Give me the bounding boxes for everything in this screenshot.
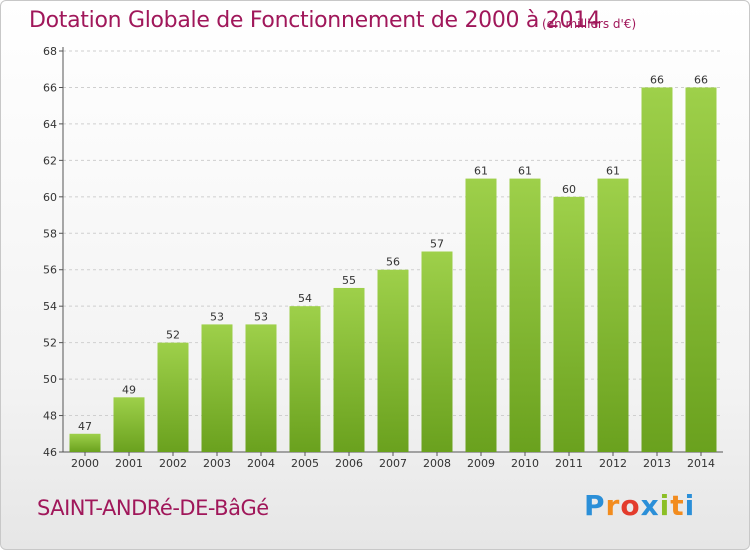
bar-2013 bbox=[641, 87, 673, 453]
labels: 46 48 50 52 54 56 58 60 62 64 66 68 47 2000 49 2001 52 20… bbox=[43, 45, 715, 470]
y-tick-label: 58 bbox=[43, 227, 57, 240]
bar-2006 bbox=[333, 287, 365, 452]
x-tick-label: 2013 bbox=[643, 457, 671, 470]
y-tick-label: 60 bbox=[43, 191, 57, 204]
chart-unit: (en milliers d'€) bbox=[542, 17, 637, 31]
data-label: 55 bbox=[342, 274, 356, 287]
bar-2003 bbox=[201, 324, 233, 452]
x-tick-label: 2014 bbox=[687, 457, 715, 470]
x-tick-label: 2002 bbox=[159, 457, 187, 470]
data-label: 66 bbox=[650, 73, 664, 86]
bar-2000 bbox=[69, 433, 101, 452]
bar-2012 bbox=[597, 178, 629, 452]
x-tick-label: 2001 bbox=[115, 457, 143, 470]
data-label: 52 bbox=[166, 329, 180, 342]
x-tick-label: 2008 bbox=[423, 457, 451, 470]
logo-letter: t bbox=[670, 489, 685, 522]
y-tick-label: 68 bbox=[43, 45, 57, 58]
x-tick-label: 2012 bbox=[599, 457, 627, 470]
bar-2001 bbox=[113, 397, 145, 452]
data-label: 66 bbox=[694, 73, 708, 86]
x-tick-label: 2011 bbox=[555, 457, 583, 470]
y-tick-label: 64 bbox=[43, 118, 57, 131]
logo-letter: i bbox=[684, 489, 696, 522]
logo-letter: o bbox=[620, 489, 641, 522]
x-tick-label: 2010 bbox=[511, 457, 539, 470]
logo-letter: r bbox=[605, 489, 621, 522]
x-tick-label: 2009 bbox=[467, 457, 495, 470]
data-label: 60 bbox=[562, 183, 576, 196]
data-label: 47 bbox=[78, 420, 92, 433]
x-tick-label: 2003 bbox=[203, 457, 231, 470]
y-tick-label: 62 bbox=[43, 154, 57, 167]
y-tick-label: 48 bbox=[43, 410, 57, 423]
bar-2008 bbox=[421, 251, 453, 452]
data-label: 61 bbox=[606, 165, 620, 178]
data-label: 56 bbox=[386, 256, 400, 269]
data-label: 49 bbox=[122, 383, 136, 396]
data-label: 53 bbox=[210, 310, 224, 323]
y-tick-label: 52 bbox=[43, 337, 57, 350]
y-tick-label: 50 bbox=[43, 373, 57, 386]
y-tick-label: 66 bbox=[43, 81, 57, 94]
bar-2011 bbox=[553, 196, 585, 452]
logo-letter: x bbox=[640, 489, 660, 522]
y-tick-label: 46 bbox=[43, 446, 57, 459]
y-tick-label: 56 bbox=[43, 264, 57, 277]
bar-2009 bbox=[465, 178, 497, 452]
bars bbox=[69, 87, 717, 453]
x-tick-label: 2007 bbox=[379, 457, 407, 470]
x-tick-label: 2005 bbox=[291, 457, 319, 470]
chart-title: Dotation Globale de Fonctionnement de 20… bbox=[29, 8, 601, 33]
commune-name: SAINT-ANDRé-DE-BâGé bbox=[37, 496, 269, 520]
x-tick-label: 2000 bbox=[71, 457, 99, 470]
bar-2005 bbox=[289, 306, 321, 452]
data-label: 57 bbox=[430, 238, 444, 251]
logo-letter: i bbox=[659, 489, 671, 522]
data-label: 61 bbox=[474, 165, 488, 178]
bar-2014 bbox=[685, 87, 717, 453]
bar-2002 bbox=[157, 342, 189, 452]
data-label: 61 bbox=[518, 165, 532, 178]
x-tick-label: 2004 bbox=[247, 457, 275, 470]
bar-2010 bbox=[509, 178, 541, 452]
bar-2004 bbox=[245, 324, 277, 452]
data-label: 53 bbox=[254, 310, 268, 323]
data-label: 54 bbox=[298, 292, 312, 305]
x-tick-label: 2006 bbox=[335, 457, 363, 470]
y-tick-label: 54 bbox=[43, 300, 57, 313]
logo-letter: P bbox=[584, 489, 606, 522]
proxiti-logo[interactable]: Proxiti bbox=[584, 489, 695, 522]
bar-2007 bbox=[377, 269, 409, 452]
